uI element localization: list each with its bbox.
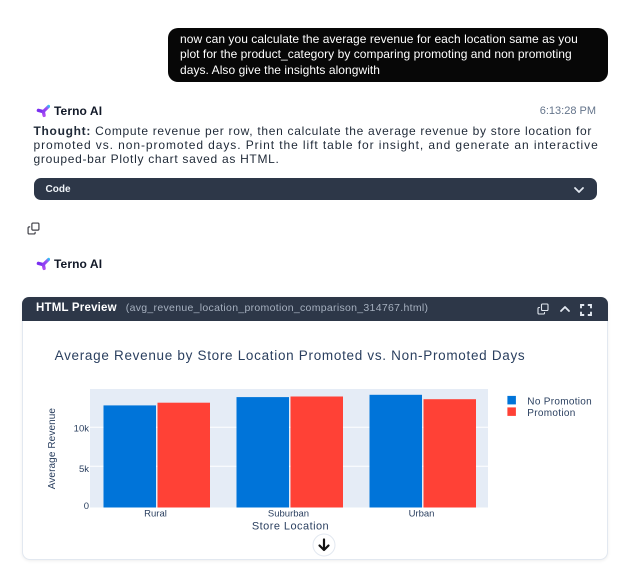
svg-text:Suburban: Suburban [268, 509, 309, 520]
svg-text:5k: 5k [79, 464, 89, 475]
svg-text:Urban: Urban [409, 509, 435, 520]
svg-text:10k: 10k [74, 423, 90, 434]
svg-text:Average Revenue by Store Locat: Average Revenue by Store Location Promot… [55, 348, 526, 363]
svg-text:Promotion: Promotion [527, 408, 575, 419]
svg-text:Store Location: Store Location [252, 521, 329, 533]
svg-text:Rural: Rural [144, 509, 167, 520]
svg-text:0: 0 [84, 501, 89, 512]
svg-text:Average Revenue: Average Revenue [47, 408, 58, 490]
svg-text:No Promotion: No Promotion [527, 397, 592, 408]
